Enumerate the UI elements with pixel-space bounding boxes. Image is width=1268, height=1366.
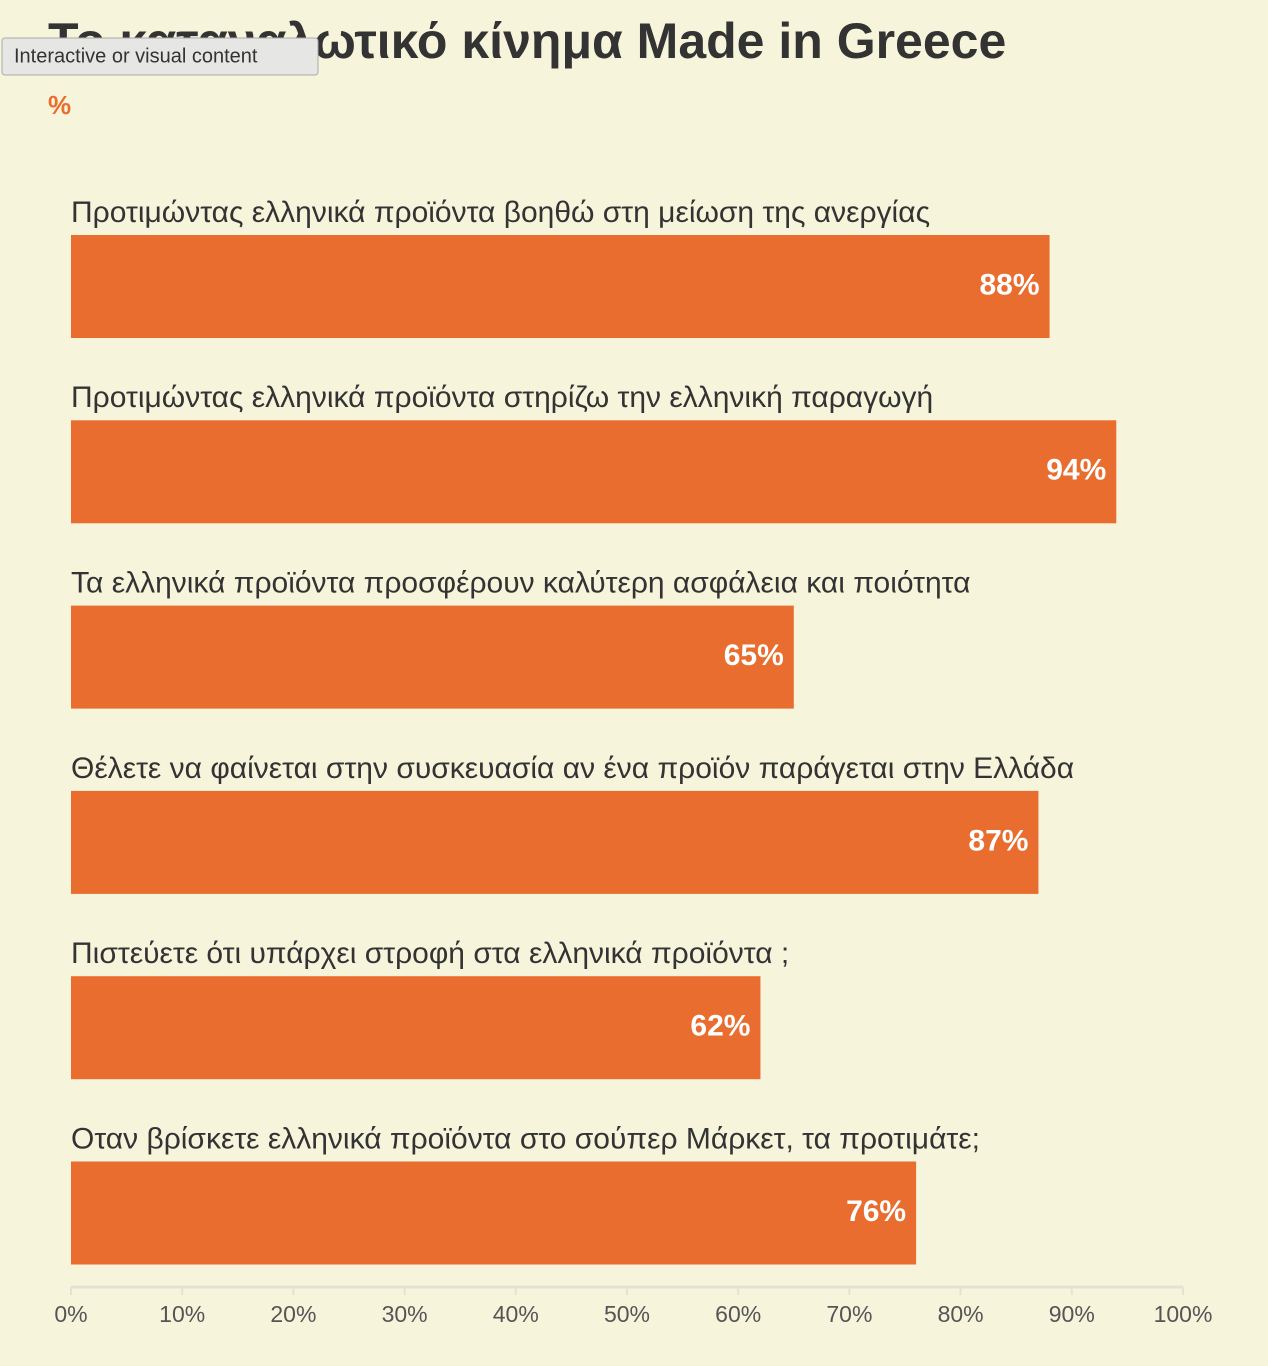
x-tick-label: 30% [382, 1301, 428, 1327]
category-label: Τα ελληνικά προϊόντα προσφέρουν καλύτερη… [71, 567, 970, 600]
x-tick-label: 60% [715, 1301, 761, 1327]
x-tick-label: 20% [270, 1301, 316, 1327]
tooltip-box [1, 37, 319, 76]
bar [71, 1161, 917, 1265]
x-tick-label: 80% [938, 1301, 984, 1327]
x-tick-label: 90% [1049, 1301, 1095, 1327]
value-label: 87% [968, 824, 1028, 857]
bar [71, 420, 1117, 524]
bar [71, 605, 794, 709]
category-label: Θέλετε να φαίνεται στην συσκευασία αν έν… [71, 752, 1074, 785]
category-label: Πιστεύετε ότι υπάρχει στροφή στα ελληνικ… [71, 937, 789, 970]
x-tick-label: 70% [826, 1301, 872, 1327]
x-tick-label: 10% [159, 1301, 205, 1327]
category-label: Προτιμώντας ελληνικά προϊόντα στηρίζω τη… [71, 381, 933, 414]
x-tick-label: 100% [1154, 1301, 1213, 1327]
chart-subtitle: % [48, 90, 71, 120]
value-label: 94% [1046, 454, 1106, 487]
tooltip-text: Interactive or visual content [14, 45, 258, 67]
x-tick-label: 40% [493, 1301, 539, 1327]
value-label: 62% [690, 1010, 750, 1043]
tooltip: Interactive or visual content [1, 37, 319, 76]
value-label: 76% [846, 1195, 906, 1228]
bar [71, 235, 1050, 338]
value-label: 65% [724, 639, 784, 672]
plot-area: 0% 10% 20% 30% 40% 50% 60% 70% 80% 90% 100% Προτιμώ… [54, 196, 1212, 1327]
value-label: 88% [980, 268, 1040, 301]
x-tick-label: 50% [604, 1301, 650, 1327]
category-label: Προτιμώντας ελληνικά προϊόντα βοηθώ στη … [71, 196, 930, 229]
bar [71, 976, 761, 1080]
x-tick-label: 0% [54, 1301, 87, 1327]
bar [71, 790, 1039, 894]
category-label: Οταν βρίσκετε ελληνικά προϊόντα στο σούπ… [71, 1122, 980, 1155]
